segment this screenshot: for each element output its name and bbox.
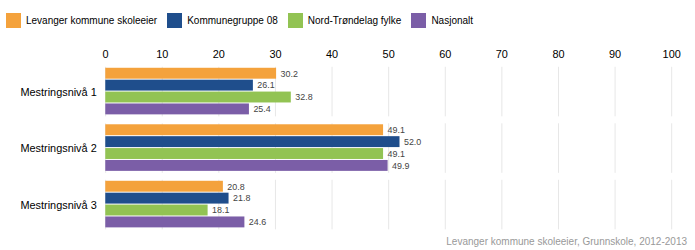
svg-text:Mestringsnivå 3: Mestringsnivå 3 — [20, 199, 96, 211]
svg-text:100: 100 — [663, 48, 681, 60]
svg-text:52.0: 52.0 — [404, 137, 421, 147]
svg-text:20.8: 20.8 — [227, 182, 244, 192]
svg-text:24.6: 24.6 — [249, 217, 266, 227]
svg-text:80: 80 — [552, 48, 564, 60]
svg-text:30.2: 30.2 — [281, 69, 298, 79]
svg-text:49.1: 49.1 — [388, 125, 405, 135]
svg-text:49.1: 49.1 — [388, 149, 405, 159]
svg-text:18.1: 18.1 — [212, 205, 229, 215]
svg-text:10: 10 — [156, 48, 168, 60]
html-text:Levanger kommune skoleeier, Gr: Levanger kommune skoleeier, Grunnskole, … — [446, 236, 687, 248]
svg-text:32.8: 32.8 — [295, 92, 312, 102]
svg-text:21.8: 21.8 — [233, 193, 250, 203]
html-text:Levanger kommune skoleeier: Levanger kommune skoleeier — [26, 15, 158, 26]
html-text:Nasjonalt: Nasjonalt — [431, 15, 474, 26]
svg-text:25.4: 25.4 — [253, 104, 270, 114]
svg-text:70: 70 — [496, 48, 508, 60]
svg-text:90: 90 — [609, 48, 621, 60]
svg-text:Mestringsnivå 1: Mestringsnivå 1 — [20, 86, 96, 98]
svg-text:Mestringsnivå 2: Mestringsnivå 2 — [20, 142, 96, 154]
svg-text:40: 40 — [326, 48, 338, 60]
svg-text:30: 30 — [269, 48, 281, 60]
svg-text:50: 50 — [383, 48, 395, 60]
svg-text:60: 60 — [439, 48, 451, 60]
html-text:Nord-Trøndelag fylke: Nord-Trøndelag fylke — [307, 15, 402, 26]
svg-text:20: 20 — [213, 48, 225, 60]
svg-text:49.9: 49.9 — [392, 161, 409, 171]
html-text:Kommunegruppe 08: Kommunegruppe 08 — [187, 15, 278, 26]
svg-text:0: 0 — [103, 48, 109, 60]
svg-text:26.1: 26.1 — [257, 80, 274, 90]
